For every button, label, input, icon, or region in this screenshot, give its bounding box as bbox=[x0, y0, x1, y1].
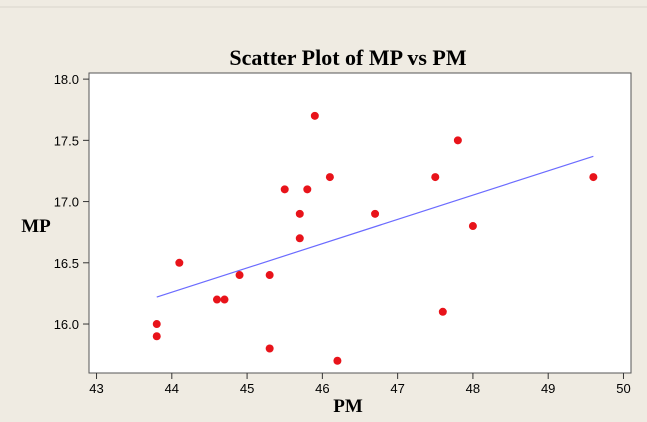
data-point bbox=[333, 356, 342, 365]
data-points bbox=[152, 111, 598, 365]
fit-line-group bbox=[156, 155, 594, 298]
y-tick-label: 16.0 bbox=[54, 317, 79, 332]
y-tick-label: 16.5 bbox=[54, 256, 79, 271]
data-point bbox=[310, 111, 319, 120]
data-point bbox=[589, 173, 598, 182]
x-tick-label: 49 bbox=[541, 381, 555, 396]
data-point bbox=[220, 295, 229, 304]
data-point bbox=[468, 222, 477, 231]
x-tick-label: 44 bbox=[165, 381, 179, 396]
chart-title: Scatter Plot of MP vs PM bbox=[229, 45, 466, 70]
x-tick-label: 47 bbox=[390, 381, 404, 396]
y-tick-label: 17.0 bbox=[54, 195, 79, 210]
data-point bbox=[265, 344, 274, 353]
x-tick-label: 50 bbox=[616, 381, 630, 396]
data-point bbox=[280, 185, 289, 194]
data-point bbox=[438, 307, 447, 316]
data-point bbox=[235, 271, 244, 280]
x-tick-label: 48 bbox=[466, 381, 480, 396]
x-axis: 43 44 45 46 47 48 49 50 bbox=[89, 373, 631, 396]
y-tick-label: 17.5 bbox=[54, 133, 79, 148]
data-point bbox=[371, 209, 380, 218]
x-tick-label: 43 bbox=[89, 381, 103, 396]
y-axis-label: MP bbox=[21, 216, 51, 237]
data-point bbox=[431, 173, 440, 182]
data-point bbox=[265, 271, 274, 280]
data-point bbox=[212, 295, 221, 304]
fit-line bbox=[156, 155, 594, 298]
data-point bbox=[325, 173, 334, 182]
data-point bbox=[453, 136, 462, 145]
data-point bbox=[295, 209, 304, 218]
x-tick-label: 46 bbox=[315, 381, 329, 396]
data-point bbox=[295, 234, 304, 243]
data-point bbox=[152, 320, 161, 329]
data-point bbox=[303, 185, 312, 194]
x-tick-label: 45 bbox=[240, 381, 254, 396]
x-axis-label: PM bbox=[333, 396, 363, 417]
plot-area bbox=[88, 72, 632, 374]
y-axis: 16.0 16.5 17.0 17.5 18.0 bbox=[54, 72, 89, 332]
y-tick-label: 18.0 bbox=[54, 72, 79, 87]
data-point bbox=[175, 258, 184, 267]
data-point bbox=[152, 332, 161, 341]
